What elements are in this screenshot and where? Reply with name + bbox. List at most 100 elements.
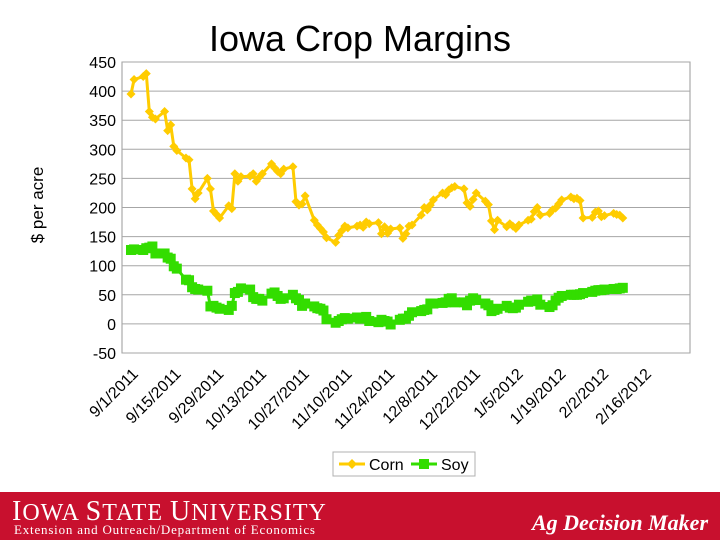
legend-soy-marker — [419, 459, 429, 469]
soy-point — [532, 294, 543, 305]
corn-point — [450, 182, 460, 192]
soy-point — [235, 283, 246, 294]
corn-point — [428, 195, 438, 205]
soy-point — [483, 300, 494, 311]
corn-point — [300, 191, 310, 201]
corn-point — [526, 214, 536, 224]
soy-point — [407, 307, 418, 318]
footer-bar — [0, 492, 720, 540]
corn-point — [386, 224, 396, 234]
corn-point — [230, 169, 240, 179]
y-tick-label: 350 — [89, 113, 116, 130]
soy-point — [364, 315, 375, 326]
soy-point — [599, 284, 610, 295]
legend-soy-label: Soy — [441, 457, 469, 474]
corn-point — [166, 120, 176, 130]
legend-corn-label: Corn — [369, 457, 404, 474]
soy-point — [129, 244, 140, 255]
corn-point — [535, 210, 545, 220]
corn-point — [160, 106, 170, 116]
corn-point — [202, 173, 212, 183]
soy-point — [171, 263, 182, 274]
corn-point — [483, 200, 493, 210]
soy-point — [535, 299, 546, 310]
y-tick-label: 50 — [98, 288, 116, 305]
soy-point — [556, 290, 567, 301]
corn-point — [331, 237, 341, 247]
legend-corn-marker — [347, 459, 357, 469]
corn-point — [514, 220, 524, 230]
corn-point — [163, 126, 173, 136]
soy-point — [184, 275, 195, 286]
soy-point — [245, 284, 256, 295]
soy-point — [193, 284, 204, 295]
soy-point — [428, 298, 439, 309]
corn-point — [215, 213, 225, 223]
soy-point — [165, 253, 176, 264]
corn-point — [618, 213, 628, 223]
corn-point — [141, 69, 151, 79]
chart-title: Iowa Crop Margins — [208, 18, 512, 59]
corn-point — [150, 114, 160, 124]
corn-point — [184, 155, 194, 165]
corn-point — [599, 211, 609, 221]
corn-point — [490, 225, 500, 235]
corn-point — [416, 210, 426, 220]
y-tick-label: 250 — [89, 171, 116, 188]
soy-point — [385, 319, 396, 330]
corn-point — [468, 194, 478, 204]
y-tick-label: 450 — [89, 55, 116, 72]
soy-point — [226, 300, 237, 311]
iowa-state-university-logo: IOWA STATE UNIVERSITY — [12, 496, 327, 527]
soy-point — [318, 305, 329, 316]
soy-point — [150, 248, 161, 259]
corn-point — [401, 229, 411, 239]
corn-point — [376, 229, 386, 239]
y-tick-label: 200 — [89, 201, 116, 218]
soy-point — [617, 282, 628, 293]
corn-point — [193, 188, 203, 198]
corn-point — [395, 223, 405, 233]
corn-point — [532, 203, 542, 212]
soy-point — [214, 303, 225, 314]
corn-point — [279, 164, 289, 174]
soy-point — [342, 313, 353, 324]
corn-point — [343, 223, 353, 233]
corn-point — [486, 216, 496, 226]
corn-point — [205, 184, 215, 194]
soy-point — [202, 285, 213, 296]
y-tick-label: 400 — [89, 84, 116, 101]
y-tick-label: 0 — [107, 317, 116, 334]
ag-decision-maker-logo: Ag Decision Maker — [532, 510, 708, 535]
corn-point — [575, 196, 585, 206]
corn-point — [373, 218, 383, 228]
corn-point — [465, 201, 475, 211]
soy-point — [578, 288, 589, 299]
soy-point — [294, 295, 305, 306]
corn-point — [257, 169, 267, 179]
soy-point — [471, 295, 482, 306]
soy-point — [257, 295, 268, 306]
corn-point — [557, 195, 567, 205]
corn-point — [407, 220, 417, 230]
soy-point — [449, 297, 460, 308]
corn-point — [129, 74, 139, 84]
soy-point — [278, 293, 289, 304]
corn-point — [126, 89, 136, 99]
corn-point — [227, 204, 237, 214]
corn-point — [187, 184, 197, 194]
y-tick-label: 100 — [89, 259, 116, 276]
corn-point — [364, 219, 374, 229]
soy-point — [147, 241, 158, 252]
soy-point — [422, 304, 433, 315]
soy-point — [492, 303, 503, 314]
corn-point — [236, 172, 246, 182]
corn-point — [172, 145, 182, 155]
corn-point — [471, 188, 481, 198]
extension-department-label: Extension and Outreach/Department of Eco… — [14, 522, 316, 537]
corn-point — [321, 233, 331, 243]
crop-margins-chart: 450400350300250200150100500-509/1/20119/… — [87, 55, 691, 477]
y-tick-label: -50 — [93, 346, 116, 363]
corn-point — [288, 162, 298, 172]
y-tick-label: 150 — [89, 230, 116, 247]
